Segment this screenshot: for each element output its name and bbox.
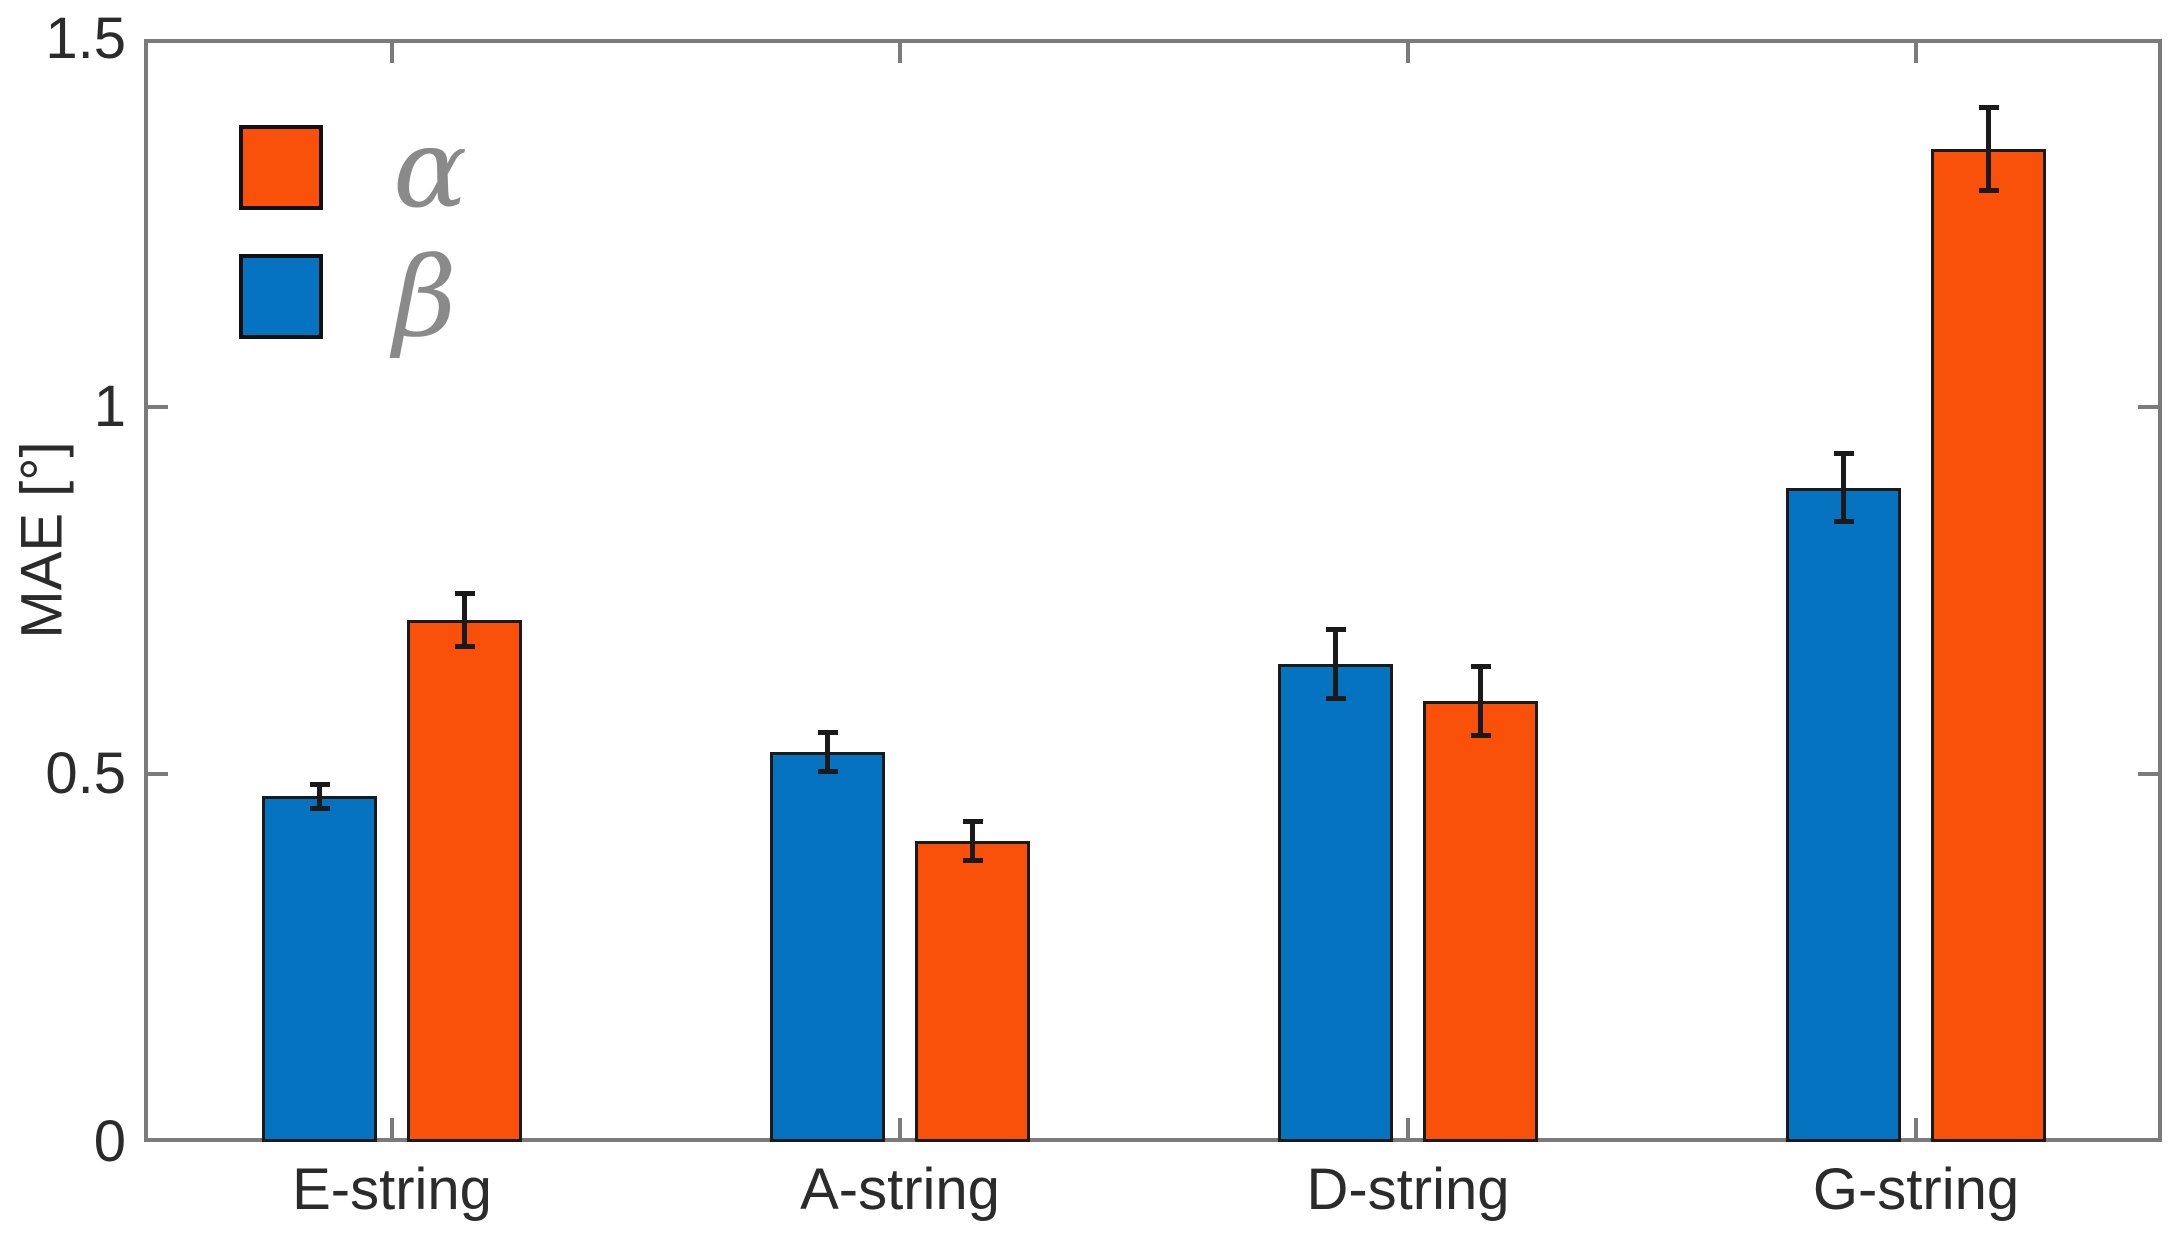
y-tick-left-1 [148, 772, 168, 777]
error-cap-top-alpha-0 [454, 590, 475, 596]
x-tick-bottom-2 [1406, 1118, 1410, 1138]
error-bar-alpha-2 [1478, 664, 1483, 738]
error-cap-bottom-beta-1 [817, 769, 838, 775]
error-bar-beta-2 [1333, 627, 1338, 701]
error-cap-bottom-alpha-2 [1470, 732, 1491, 738]
y-tick-left-2 [148, 404, 168, 409]
axis-spine-left [144, 39, 148, 1142]
y-tick-label-2: 1 [93, 373, 126, 439]
bar-beta-0 [262, 796, 377, 1142]
legend-label-0: α [393, 103, 468, 232]
error-cap-top-alpha-2 [1470, 664, 1491, 669]
bar-alpha-0 [407, 619, 522, 1142]
bar-alpha-3 [1931, 149, 2046, 1142]
legend-swatch-1 [239, 254, 323, 339]
x-tick-bottom-1 [898, 1118, 902, 1138]
y-tick-label-0: 0 [93, 1109, 126, 1174]
error-bar-alpha-0 [462, 590, 467, 650]
error-bar-alpha-3 [1986, 105, 1991, 194]
y-tick-right-2 [2138, 404, 2158, 409]
axis-spine-bottom [144, 1138, 2162, 1142]
error-cap-top-beta-1 [817, 730, 838, 736]
error-bar-beta-3 [1841, 450, 1846, 525]
x-tick-label-3: G-string [1812, 1157, 2020, 1222]
legend-item-1: β [239, 232, 467, 361]
error-cap-bottom-beta-0 [309, 806, 330, 812]
error-cap-top-beta-2 [1325, 627, 1346, 633]
bar-beta-2 [1278, 664, 1393, 1142]
axis-spine-top [144, 39, 2162, 43]
error-cap-bottom-alpha-1 [962, 857, 983, 863]
error-bar-beta-0 [317, 781, 322, 812]
y-axis-label: MAE [°] [9, 441, 75, 639]
y-tick-label-1: 0.5 [45, 741, 126, 807]
legend-item-0: α [239, 103, 467, 232]
bar-alpha-2 [1423, 700, 1538, 1142]
x-tick-label-0: E-string [292, 1157, 492, 1222]
legend-swatch-0 [239, 125, 323, 210]
x-tick-top-2 [1406, 43, 1410, 63]
error-cap-bottom-beta-3 [1833, 519, 1854, 525]
x-tick-bottom-0 [390, 1118, 394, 1138]
error-cap-bottom-beta-2 [1325, 695, 1346, 701]
error-cap-top-alpha-1 [962, 818, 983, 824]
x-tick-top-3 [1914, 43, 1918, 63]
x-tick-top-1 [898, 43, 902, 63]
error-cap-top-beta-0 [309, 781, 330, 787]
y-tick-right-1 [2138, 772, 2158, 777]
error-cap-top-beta-3 [1833, 450, 1854, 456]
error-bar-alpha-1 [970, 818, 975, 863]
error-cap-bottom-alpha-3 [1978, 188, 1999, 194]
bar-beta-3 [1786, 487, 1901, 1142]
x-tick-bottom-3 [1914, 1118, 1918, 1138]
error-bar-beta-1 [825, 730, 830, 775]
y-tick-label-3: 1.5 [45, 6, 126, 71]
x-tick-label-2: D-string [1306, 1157, 1510, 1222]
x-tick-top-0 [390, 43, 394, 63]
axis-spine-right [2158, 39, 2162, 1142]
error-cap-top-alpha-3 [1978, 105, 1999, 111]
x-tick-label-1: A-string [800, 1157, 1000, 1222]
legend-label-1: β [393, 232, 457, 361]
bar-alpha-1 [915, 840, 1030, 1142]
bar-beta-1 [770, 752, 885, 1142]
error-cap-bottom-alpha-0 [454, 644, 475, 650]
